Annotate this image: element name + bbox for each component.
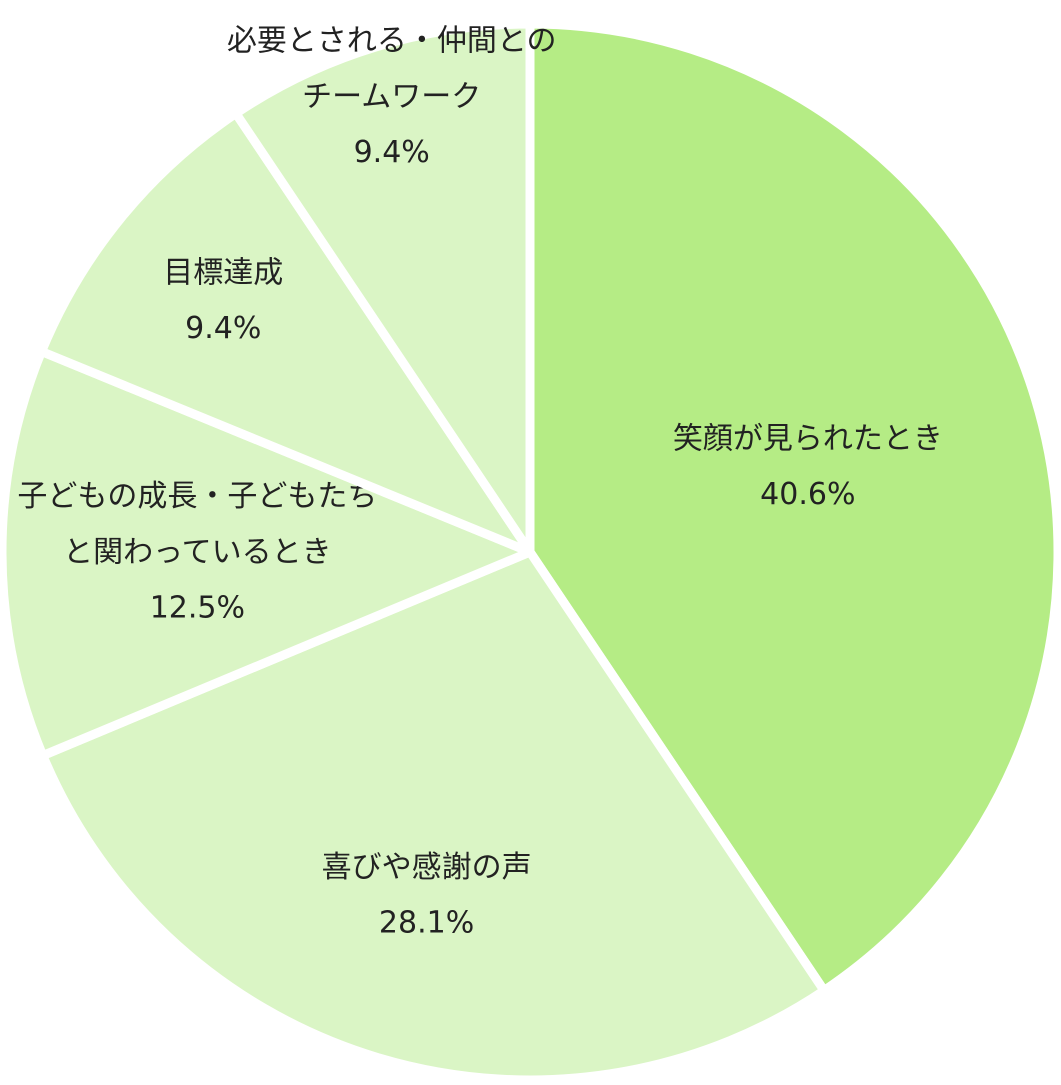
pie-slice	[37, 108, 535, 557]
slice-label: 笑顔が見られたとき	[673, 421, 943, 456]
pie-slice	[231, 19, 535, 557]
slice-label: 喜びや感謝の声	[322, 849, 532, 884]
pie-slice	[38, 547, 829, 1085]
value-label: 40.6%	[760, 477, 855, 512]
slice-label: 子どもの成長・子どもたちと関わっているとき	[17, 479, 377, 570]
value-label: 28.1%	[379, 905, 474, 940]
slice-label: 目標達成	[163, 255, 283, 290]
pie-slice	[525, 19, 1061, 996]
pie-slice	[0, 346, 535, 761]
value-label: 9.4%	[354, 135, 430, 170]
value-label: 12.5%	[150, 591, 245, 626]
value-label: 9.4%	[185, 311, 261, 346]
slice-label: 必要とされる・仲間とのチームワーク	[227, 23, 557, 114]
